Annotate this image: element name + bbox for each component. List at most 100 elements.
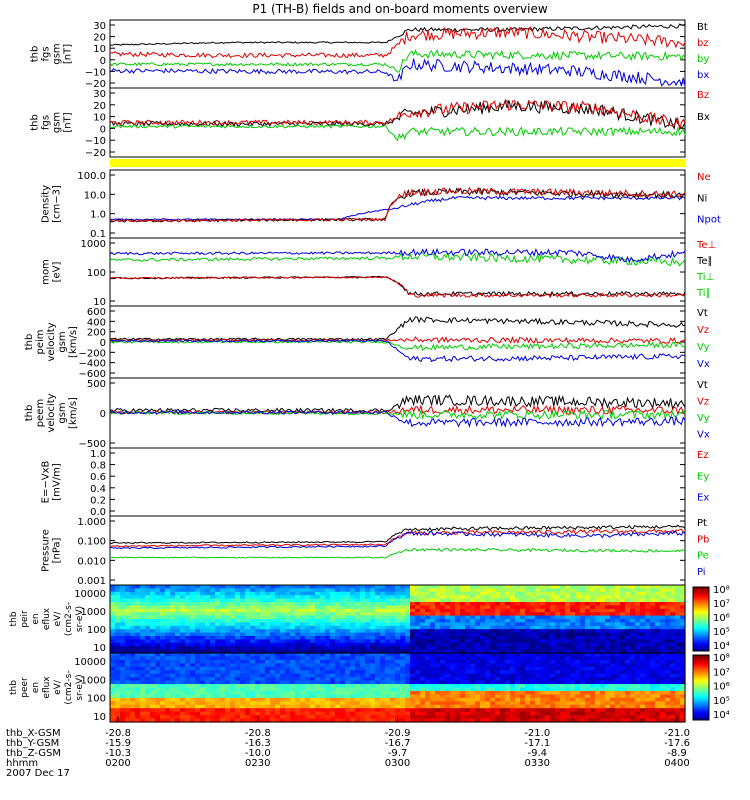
spectrogram-cell: [175, 697, 181, 702]
spectrogram-cell: [610, 673, 616, 678]
spectrogram-cell: [635, 697, 641, 702]
spectrogram-cell: [395, 588, 401, 593]
spectrogram-cell: [650, 666, 656, 671]
spectrogram-cell: [415, 612, 421, 617]
spectrogram-cell: [640, 619, 646, 623]
spectrogram-cell: [270, 677, 276, 682]
spectrogram-cell: [150, 711, 156, 716]
spectrogram-cell: [655, 673, 661, 678]
spectrogram-cell: [170, 670, 176, 675]
y-axis-label: eV/: [53, 611, 63, 627]
spectrogram-cell: [115, 612, 121, 617]
spectrogram-cell: [325, 615, 331, 620]
spectrogram-cell: [610, 605, 616, 610]
spectrogram-cell: [135, 708, 141, 713]
spectrogram-cell: [510, 595, 516, 600]
spectrogram-cell: [480, 653, 486, 658]
spectrogram-cell: [615, 642, 621, 647]
spectrogram-cell: [205, 649, 211, 654]
spectrogram-cell: [520, 642, 526, 647]
spectrogram-cell: [250, 629, 256, 634]
spectrogram-cell: [160, 602, 166, 606]
spectrogram-cell: [415, 673, 421, 678]
spectrogram-cell: [275, 708, 281, 713]
spectrogram-cell: [300, 612, 306, 617]
spectrogram-cell: [660, 612, 666, 617]
spectrogram-cell: [495, 694, 501, 699]
spectrogram-cell: [165, 687, 171, 692]
spectrogram-cell: [145, 636, 151, 640]
spectrogram-cell: [330, 711, 336, 716]
spectrogram-cell: [255, 666, 261, 671]
status-bar: [110, 159, 685, 167]
spectrogram-cell: [275, 715, 281, 720]
spectrogram-cell: [210, 602, 216, 606]
spectrogram-cell: [555, 639, 561, 644]
spectrogram-cell: [280, 708, 286, 713]
spectrogram-cell: [295, 715, 301, 720]
spectrogram-cell: [460, 659, 466, 664]
spectrogram-cell: [135, 715, 141, 720]
colorbar-cell: [693, 640, 709, 643]
spectrogram-cell: [340, 673, 346, 678]
spectrogram-cell: [115, 649, 121, 654]
spectrogram-cell: [110, 615, 116, 620]
spectrogram-cell: [485, 598, 491, 603]
spectrogram-cell: [415, 591, 421, 596]
spectrogram-cell: [525, 715, 531, 720]
colorbar-cell: [693, 704, 709, 708]
spectrogram-cell: [405, 646, 411, 651]
spectrogram-cell: [450, 642, 456, 647]
spectrogram-cell: [505, 690, 511, 695]
spectrogram-cell: [160, 608, 166, 613]
spectrogram-cell: [595, 704, 601, 709]
spectrogram-cell: [320, 718, 326, 723]
y-tick-label: 0.1: [90, 229, 106, 240]
spectrogram-cell: [145, 625, 151, 630]
spectrogram-cell: [300, 690, 306, 695]
spectrogram-cell: [360, 684, 366, 689]
spectrogram-cell: [135, 595, 141, 600]
spectrogram-cell: [585, 625, 591, 630]
series-line-Bt: [109, 23, 686, 46]
spectrogram-cell: [120, 629, 126, 634]
spectrogram-cell: [510, 588, 516, 593]
spectrogram-cell: [440, 684, 446, 689]
spectrogram-cell: [420, 677, 426, 682]
spectrogram-cell: [270, 608, 276, 613]
spectrogram-cell: [320, 625, 326, 630]
spectrogram-cell: [110, 629, 116, 634]
spectrogram-cell: [405, 615, 411, 620]
spectrogram-cell: [515, 673, 521, 678]
spectrogram-cell: [150, 656, 156, 661]
spectrogram-cell: [510, 704, 516, 709]
spectrogram-cell: [365, 612, 371, 617]
spectrogram-cell: [560, 687, 566, 692]
spectrogram-cell: [335, 670, 341, 675]
spectrogram-cell: [465, 588, 471, 593]
spectrogram-cell: [580, 704, 586, 709]
spectrogram-cell: [495, 585, 501, 589]
spectrogram-cell: [285, 659, 291, 664]
y-axis-label: [nT]: [63, 112, 74, 132]
spectrogram-cell: [445, 659, 451, 664]
spectrogram-cell: [495, 615, 501, 620]
spectrogram-cell: [415, 715, 421, 720]
spectrogram-cell: [290, 708, 296, 713]
colorbar-cell: [693, 661, 709, 665]
spectrogram-cell: [415, 701, 421, 706]
spectrogram-cell: [510, 697, 516, 702]
spectrogram-cell: [200, 608, 206, 613]
spectrogram-cell: [580, 680, 586, 685]
spectrogram-cell: [565, 718, 571, 723]
spectrogram-cell: [465, 708, 471, 713]
spectrogram-cell: [545, 680, 551, 685]
spectrogram-cell: [675, 646, 681, 651]
spectrogram-cell: [150, 629, 156, 634]
spectrogram-cell: [615, 605, 621, 610]
spectrogram-cell: [180, 602, 186, 606]
spectrogram-cell: [355, 598, 361, 603]
spectrogram-cell: [125, 615, 131, 620]
legend-entry: Pb: [697, 534, 709, 545]
spectrogram-cell: [405, 622, 411, 627]
